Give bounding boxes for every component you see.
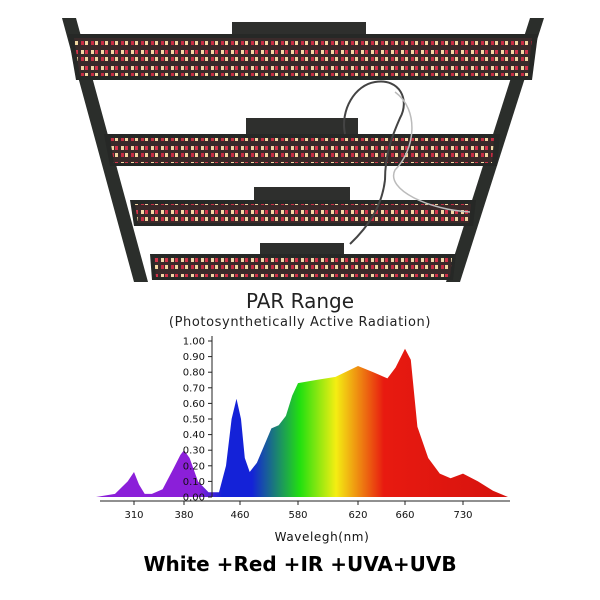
x-tick-label: 380 xyxy=(174,510,193,521)
driver-box-4 xyxy=(260,243,344,255)
y-axis-ticks: 1.00 0.90 0.80 0.70 0.60 0.50 0.40 0.30 0.20 0.10… xyxy=(183,337,212,504)
cable xyxy=(343,80,405,181)
driver-box-3 xyxy=(254,187,350,201)
y-tick-label: 0.00 xyxy=(183,493,205,504)
caption: White +Red +IR +UVA+UVB xyxy=(143,552,457,576)
product-image xyxy=(62,18,544,282)
y-tick-label: 0.30 xyxy=(183,446,205,457)
y-tick-label: 0.40 xyxy=(183,430,205,441)
chart-title: PAR Range xyxy=(245,289,355,313)
led-bar-4 xyxy=(150,254,456,280)
led-bar-3 xyxy=(130,200,476,226)
chart-marks xyxy=(96,348,508,497)
cable xyxy=(392,91,471,213)
y-tick-label: 0.50 xyxy=(183,415,205,426)
x-tick-label: 660 xyxy=(395,510,414,521)
spectrum-area xyxy=(96,348,508,497)
x-axis-ticks: 310 380 460 580 620 660 730 xyxy=(124,501,473,521)
x-axis-label: Wavelegh(nm) xyxy=(275,530,370,544)
x-tick-label: 310 xyxy=(124,510,143,521)
y-tick-label: 0.70 xyxy=(183,383,205,394)
x-tick-label: 580 xyxy=(288,510,307,521)
chart-subtitle: (Photosynthetically Active Radiation) xyxy=(168,315,432,330)
chart-axes xyxy=(100,336,510,502)
x-tick-label: 460 xyxy=(230,510,249,521)
led-bar-1 xyxy=(68,34,538,80)
led-bar-2 xyxy=(104,134,500,166)
x-tick-label: 730 xyxy=(453,510,472,521)
y-tick-label: 0.90 xyxy=(183,352,205,363)
cable xyxy=(349,179,386,245)
x-tick-label: 620 xyxy=(348,510,367,521)
y-tick-label: 0.60 xyxy=(183,399,205,410)
driver-box-2 xyxy=(246,118,358,134)
y-tick-label: 1.00 xyxy=(183,337,205,348)
y-tick-label: 0.20 xyxy=(183,461,205,472)
y-tick-label: 0.10 xyxy=(183,477,205,488)
y-tick-label: 0.80 xyxy=(183,368,205,379)
left-rail xyxy=(62,18,148,282)
